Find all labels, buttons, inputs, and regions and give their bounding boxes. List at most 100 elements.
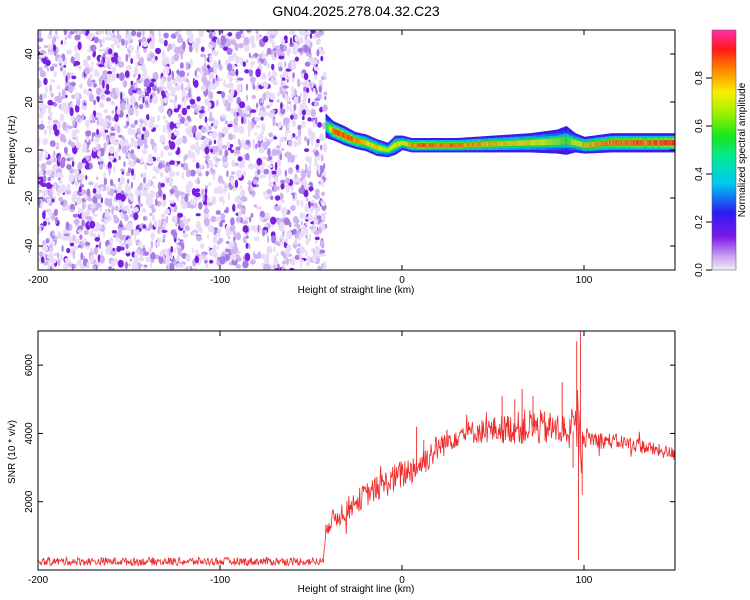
noise-blob xyxy=(46,125,54,130)
noise-blob xyxy=(240,33,245,39)
noise-blob xyxy=(168,139,171,146)
noise-blob xyxy=(148,247,153,255)
signal-column xyxy=(339,131,341,137)
noise-blob xyxy=(83,30,86,35)
noise-blob xyxy=(235,264,241,269)
noise-blob xyxy=(289,267,295,270)
noise-blob xyxy=(41,92,48,99)
noise-blob xyxy=(44,261,49,265)
noise-blob xyxy=(274,205,281,212)
signal-column xyxy=(659,140,662,146)
noise-blob xyxy=(306,87,310,94)
noise-blob xyxy=(321,214,325,221)
spectrogram-y-label: Frequency (Hz) xyxy=(7,116,18,185)
noise-blob xyxy=(144,78,150,85)
noise-blob xyxy=(320,144,323,150)
noise-blob xyxy=(255,107,258,112)
noise-blob xyxy=(233,111,237,118)
noise-blob xyxy=(129,258,133,262)
signal-column xyxy=(421,143,423,148)
noise-blob xyxy=(212,236,217,244)
noise-blob xyxy=(200,105,205,111)
signal-column xyxy=(650,140,653,146)
noise-blob xyxy=(73,128,80,134)
noise-blob xyxy=(51,155,55,163)
signal-column xyxy=(503,141,506,147)
noise-blob xyxy=(157,219,162,227)
noise-blob xyxy=(81,212,86,220)
noise-blob xyxy=(245,83,249,91)
noise-blob xyxy=(161,50,166,59)
noise-blob xyxy=(174,94,178,102)
noise-blob xyxy=(294,56,299,62)
noise-blob xyxy=(43,128,48,136)
signal-column xyxy=(408,142,410,147)
signal-column xyxy=(646,140,649,146)
x-tick-label: 100 xyxy=(576,575,593,586)
noise-blob xyxy=(161,198,167,207)
noise-blob xyxy=(270,216,277,225)
noise-blob xyxy=(78,207,81,215)
noise-blob xyxy=(169,121,175,130)
noise-blob xyxy=(97,30,105,35)
noise-blob xyxy=(157,114,161,122)
noise-blob xyxy=(241,139,245,143)
noise-blob xyxy=(256,33,259,42)
signal-column xyxy=(480,142,483,147)
noise-blob xyxy=(219,78,223,82)
noise-blob xyxy=(316,49,320,57)
signal-column xyxy=(369,142,371,147)
signal-column xyxy=(515,140,518,146)
signal-column xyxy=(368,141,370,147)
noise-blob xyxy=(275,149,282,156)
noise-blob xyxy=(318,85,322,93)
noise-blob xyxy=(59,113,65,122)
noise-blob xyxy=(244,69,250,74)
signal-column xyxy=(473,142,476,147)
signal-column xyxy=(398,141,400,147)
signal-column xyxy=(386,147,388,152)
noise-blob xyxy=(158,38,165,44)
signal-column xyxy=(334,128,336,135)
noise-blob xyxy=(77,161,83,171)
noise-blob xyxy=(299,211,303,220)
noise-blob xyxy=(264,254,268,263)
noise-blob xyxy=(94,131,102,139)
x-tick-label: -100 xyxy=(210,575,230,586)
noise-blob xyxy=(51,235,55,239)
signal-column xyxy=(576,140,579,146)
noise-blob xyxy=(39,224,44,228)
noise-blob xyxy=(143,251,150,256)
noise-blob xyxy=(297,47,303,53)
noise-blob xyxy=(174,31,179,36)
signal-column xyxy=(581,142,584,148)
signal-column xyxy=(341,131,343,138)
noise-blob xyxy=(276,159,282,168)
noise-blob xyxy=(280,38,285,45)
signal-column xyxy=(388,147,390,152)
noise-blob xyxy=(290,204,296,212)
noise-blob xyxy=(183,154,186,163)
noise-blob xyxy=(51,198,55,203)
noise-blob xyxy=(121,145,128,154)
noise-blob xyxy=(279,152,283,161)
noise-blob xyxy=(266,30,272,37)
signal-column xyxy=(376,145,378,150)
noise-blob xyxy=(63,61,66,66)
noise-blob xyxy=(306,255,312,264)
noise-blob xyxy=(309,233,312,242)
noise-blob xyxy=(226,48,233,56)
noise-blob xyxy=(146,57,152,62)
noise-blob xyxy=(246,30,251,33)
signal-column xyxy=(487,141,490,147)
noise-blob xyxy=(189,98,196,105)
noise-blob xyxy=(314,97,321,101)
signal-column xyxy=(550,138,553,146)
noise-blob xyxy=(39,53,46,59)
signal-column xyxy=(482,142,485,147)
noise-blob xyxy=(126,249,130,254)
noise-blob xyxy=(127,152,130,161)
noise-blob xyxy=(165,66,170,75)
noise-blob xyxy=(68,138,71,146)
noise-blob xyxy=(254,225,257,234)
